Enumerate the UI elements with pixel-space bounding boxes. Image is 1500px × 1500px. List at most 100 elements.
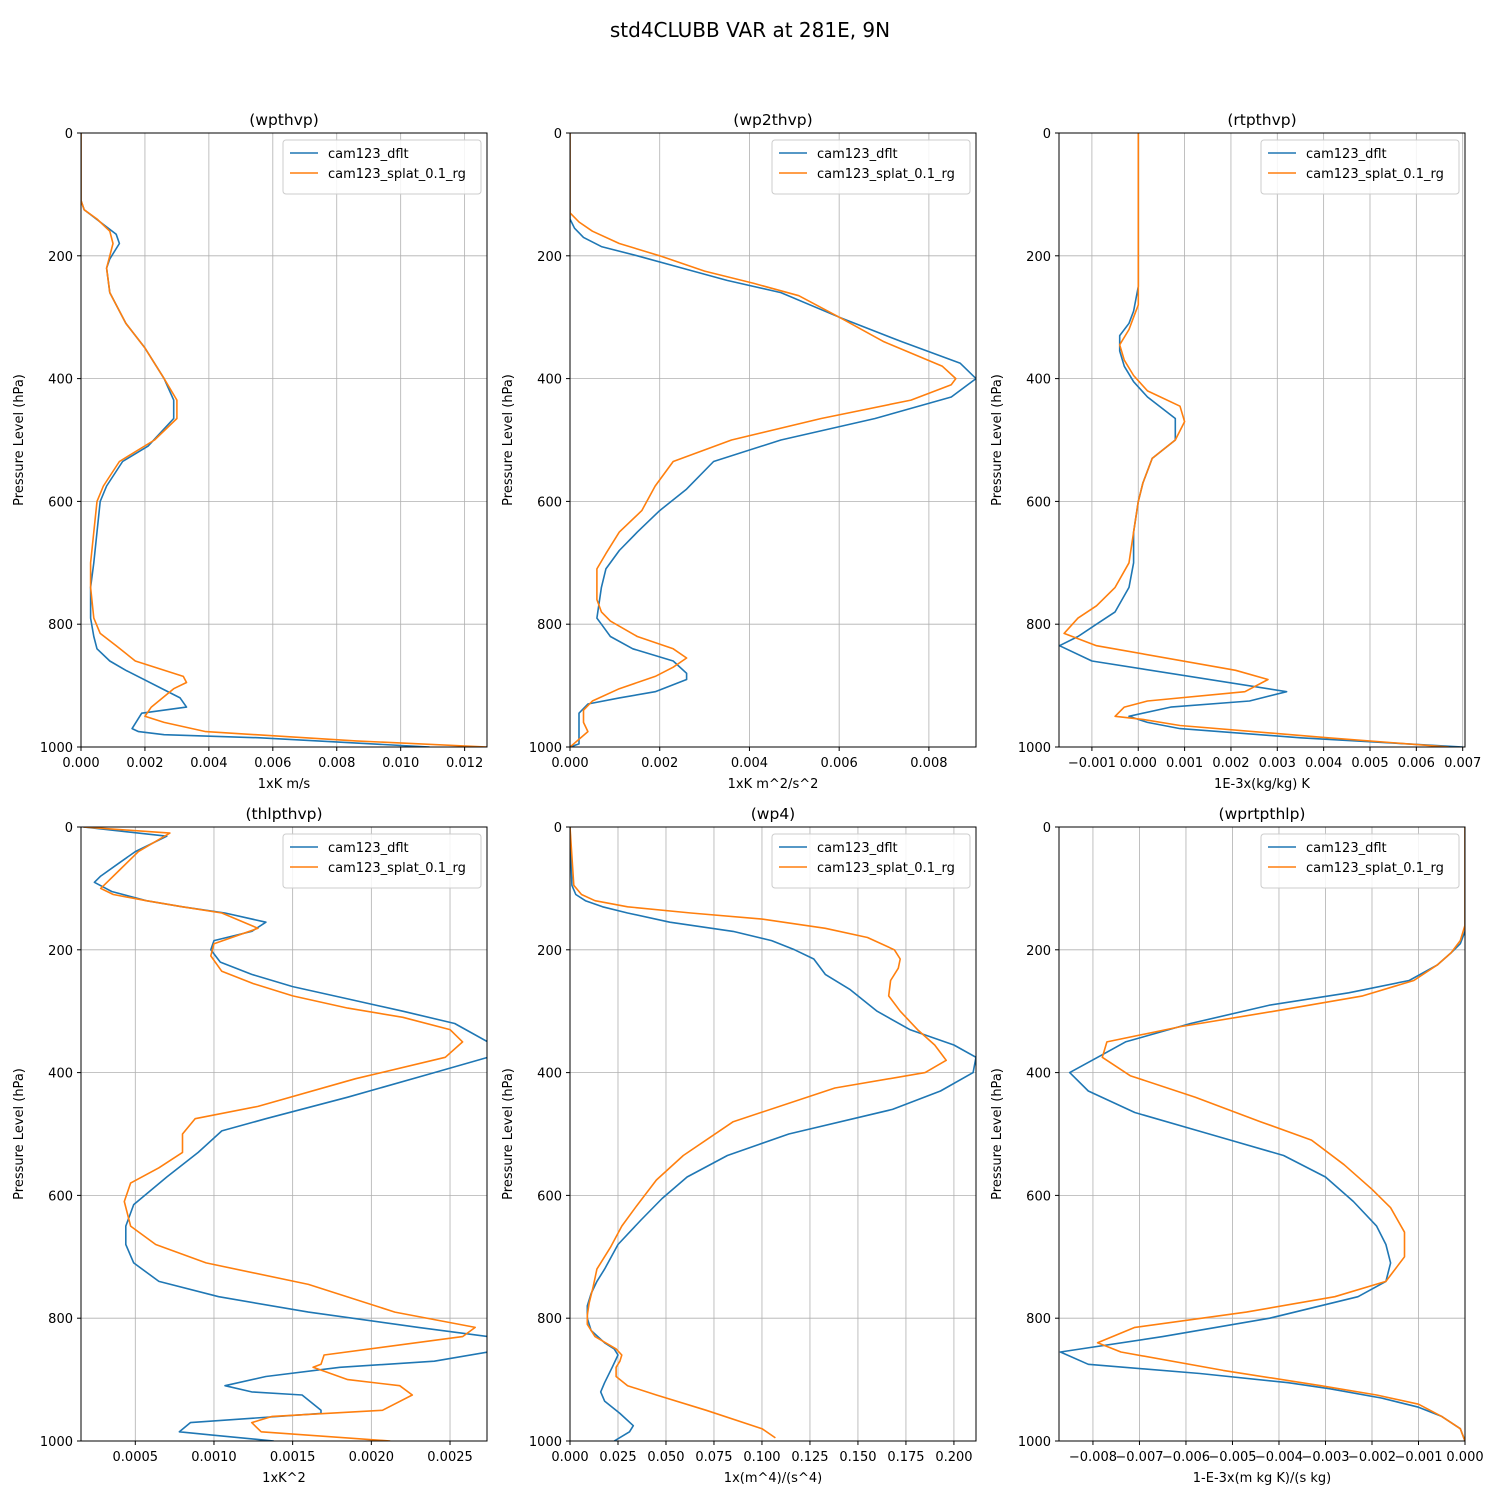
series-group [570, 133, 976, 747]
series-line-cam123_splat_0.1_rg [1096, 827, 1465, 1441]
x-tick-label: 0.010 [382, 756, 419, 771]
legend-label: cam123_dflt [328, 841, 409, 856]
y-axis-label: Pressure Level (hPa) [990, 374, 1005, 506]
series-line-cam123_splat_0.1_rg [570, 827, 948, 1439]
legend-label: cam123_dflt [1306, 841, 1387, 856]
x-axis-label: 1x(m^4)/(s^4) [724, 1471, 822, 1486]
panel-title: (wp2thvp) [733, 111, 812, 129]
x-tick-label: 0.005 [1351, 756, 1388, 771]
series-line-cam123_dflt [570, 827, 976, 1441]
y-tick-label: 600 [48, 1189, 73, 1204]
x-tick-label: 0.002 [1212, 756, 1249, 771]
y-tick-label: 600 [537, 1189, 562, 1204]
y-tick-label: 800 [537, 1312, 562, 1327]
y-tick-label: 1000 [1018, 741, 1051, 756]
x-tick-label: 0.004 [1305, 756, 1342, 771]
y-tick-label: 1000 [40, 741, 73, 756]
x-tick-label: 0.0015 [270, 1450, 316, 1465]
legend-label: cam123_splat_0.1_rg [817, 167, 955, 182]
axes-frame [569, 826, 977, 1442]
series-group [83, 827, 487, 1441]
x-tick-label: 0.125 [791, 1450, 828, 1465]
y-axis-label: Pressure Level (hPa) [12, 1068, 27, 1200]
panel-6: −0.008−0.007−0.006−0.005−0.004−0.003−0.0… [990, 805, 1484, 1486]
y-tick-label: 200 [1026, 944, 1051, 959]
legend: cam123_dflt cam123_splat_0.1_rg [771, 833, 971, 889]
series-group [81, 133, 487, 747]
legend-box [771, 139, 971, 195]
legend-label: cam123_splat_0.1_rg [328, 861, 466, 876]
y-tick-label: 800 [48, 618, 73, 633]
y-tick-label: 800 [1026, 1312, 1051, 1327]
x-tick-label: −0.002 [1348, 1450, 1396, 1465]
x-tick-label: −0.003 [1301, 1450, 1349, 1465]
x-tick-label: 0.002 [126, 756, 163, 771]
y-tick-label: 0 [65, 127, 73, 142]
y-tick-label: 1000 [1018, 1435, 1051, 1450]
x-tick-label: 0.050 [647, 1450, 684, 1465]
x-tick-label: 0.008 [318, 756, 355, 771]
y-tick-label: 200 [48, 250, 73, 265]
series-group [1059, 133, 1463, 747]
x-tick-label: 0.000 [62, 756, 99, 771]
y-tick-label: 1000 [40, 1435, 73, 1450]
x-tick-label: −0.007 [1115, 1450, 1163, 1465]
y-tick-label: 0 [554, 821, 562, 836]
panel-title: (wp4) [751, 805, 795, 823]
x-tick-label: 0.000 [1446, 1450, 1483, 1465]
x-axis-label: 1xK m/s [258, 777, 311, 792]
y-tick-label: 200 [1026, 250, 1051, 265]
panel-title: (thlpthvp) [245, 805, 322, 823]
x-tick-label: 0.075 [695, 1450, 732, 1465]
x-tick-label: 0.0010 [191, 1450, 237, 1465]
y-axis-label: Pressure Level (hPa) [12, 374, 27, 506]
legend-box [1260, 139, 1460, 195]
x-axis-label: 1xK^2 [262, 1471, 306, 1486]
axes-frame [80, 826, 488, 1442]
x-tick-label: 0.006 [821, 756, 858, 771]
y-tick-label: 600 [1026, 1189, 1051, 1204]
series-line-cam123_dflt [1059, 133, 1463, 747]
y-tick-label: 800 [537, 618, 562, 633]
x-tick-label: 0.100 [743, 1450, 780, 1465]
axes-frame [1058, 826, 1466, 1442]
legend-label: cam123_splat_0.1_rg [817, 861, 955, 876]
y-tick-label: 200 [537, 250, 562, 265]
legend-label: cam123_splat_0.1_rg [1306, 861, 1444, 876]
x-axis-label: 1E-3x(kg/kg) K [1214, 777, 1310, 792]
legend-label: cam123_splat_0.1_rg [1306, 167, 1444, 182]
y-tick-label: 600 [1026, 495, 1051, 510]
axes-frame [569, 132, 977, 748]
x-tick-label: 0.0005 [113, 1450, 159, 1465]
series-line-cam123_splat_0.1_rg [1063, 133, 1449, 747]
y-tick-label: 200 [48, 944, 73, 959]
y-tick-label: 400 [1026, 1067, 1051, 1082]
x-tick-label: 0.006 [1398, 756, 1435, 771]
x-tick-label: 0.000 [1120, 756, 1157, 771]
y-tick-label: 1000 [529, 741, 562, 756]
x-tick-label: −0.006 [1162, 1450, 1210, 1465]
y-tick-label: 400 [48, 373, 73, 388]
x-tick-label: 0.001 [1166, 756, 1203, 771]
x-tick-label: 0.003 [1259, 756, 1296, 771]
y-tick-label: 600 [537, 495, 562, 510]
x-tick-label: 0.008 [910, 756, 947, 771]
panel-title: (wpthvp) [249, 111, 319, 129]
panel-title: (wprtpthlp) [1219, 805, 1306, 823]
x-tick-label: 0.175 [887, 1450, 924, 1465]
legend: cam123_dflt cam123_splat_0.1_rg [1260, 139, 1460, 195]
x-tick-label: 0.004 [731, 756, 768, 771]
legend-label: cam123_dflt [817, 841, 898, 856]
y-tick-label: 600 [48, 495, 73, 510]
y-tick-label: 200 [537, 944, 562, 959]
panel-title: (rtpthvp) [1227, 111, 1296, 129]
x-tick-label: 0.025 [599, 1450, 636, 1465]
y-axis-label: Pressure Level (hPa) [501, 1068, 516, 1200]
y-tick-label: 400 [537, 1067, 562, 1082]
x-tick-label: 0.000 [551, 756, 588, 771]
panel-4: 0.0005 0.0010 0.0015 0.0020 0.0025 0 200 400 600… [12, 805, 488, 1486]
x-tick-label: 0.0020 [349, 1450, 395, 1465]
x-tick-label: −0.008 [1069, 1450, 1117, 1465]
series-line-cam123_splat_0.1_rg [83, 827, 477, 1441]
